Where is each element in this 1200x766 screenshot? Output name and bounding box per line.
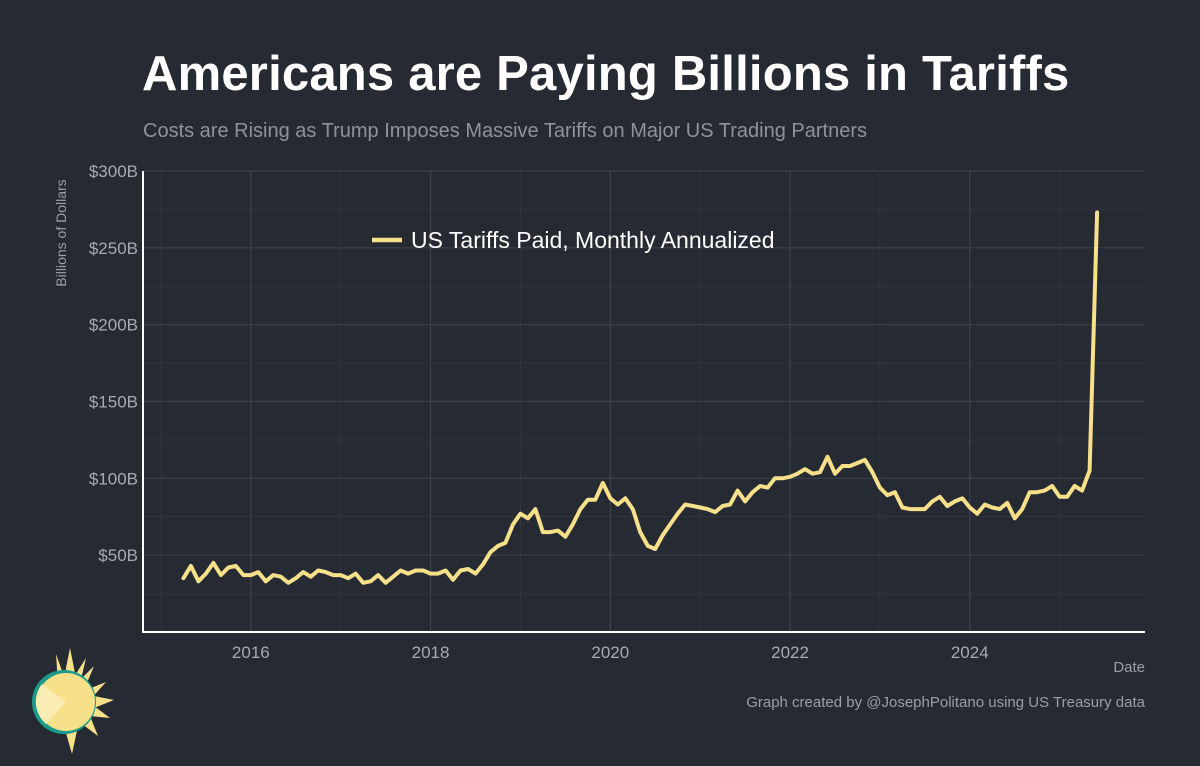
grid-lines bbox=[143, 170, 1145, 632]
chart-legend: US Tariffs Paid, Monthly Annualized bbox=[372, 227, 775, 253]
y-tick-label: $200B bbox=[89, 316, 138, 335]
sun-shade bbox=[35, 684, 66, 724]
x-tick-label: 2022 bbox=[771, 643, 809, 662]
chart-subtitle: Costs are Rising as Trump Imposes Massiv… bbox=[143, 120, 867, 142]
x-tick-label: 2024 bbox=[951, 643, 989, 662]
tick-labels: 2016 2018 2020 2022 2024 $50B $100B $150B $200B $… bbox=[89, 162, 989, 662]
source-credit: Graph created by @JosephPolitano using U… bbox=[746, 694, 1145, 711]
y-tick-label: $100B bbox=[89, 469, 138, 488]
series-lines bbox=[181, 210, 1100, 585]
x-tick-label: 2020 bbox=[591, 643, 629, 662]
y-tick-label: $250B bbox=[89, 239, 138, 258]
chart-title: Americans are Paying Billions in Tariffs bbox=[142, 47, 1070, 101]
axes bbox=[142, 171, 1145, 633]
sun-icon bbox=[32, 648, 114, 754]
x-tick-label: 2018 bbox=[412, 643, 450, 662]
y-axis-label: Billions of Dollars bbox=[53, 179, 69, 287]
y-tick-label: $50B bbox=[98, 546, 138, 565]
x-tick-label: 2016 bbox=[232, 643, 270, 662]
y-tick-label: $300B bbox=[89, 162, 138, 181]
x-axis-label: Date bbox=[1113, 659, 1145, 676]
series-line-us-tariffs bbox=[181, 210, 1100, 585]
y-tick-label: $150B bbox=[89, 393, 138, 412]
legend-label: US Tariffs Paid, Monthly Annualized bbox=[411, 227, 775, 253]
